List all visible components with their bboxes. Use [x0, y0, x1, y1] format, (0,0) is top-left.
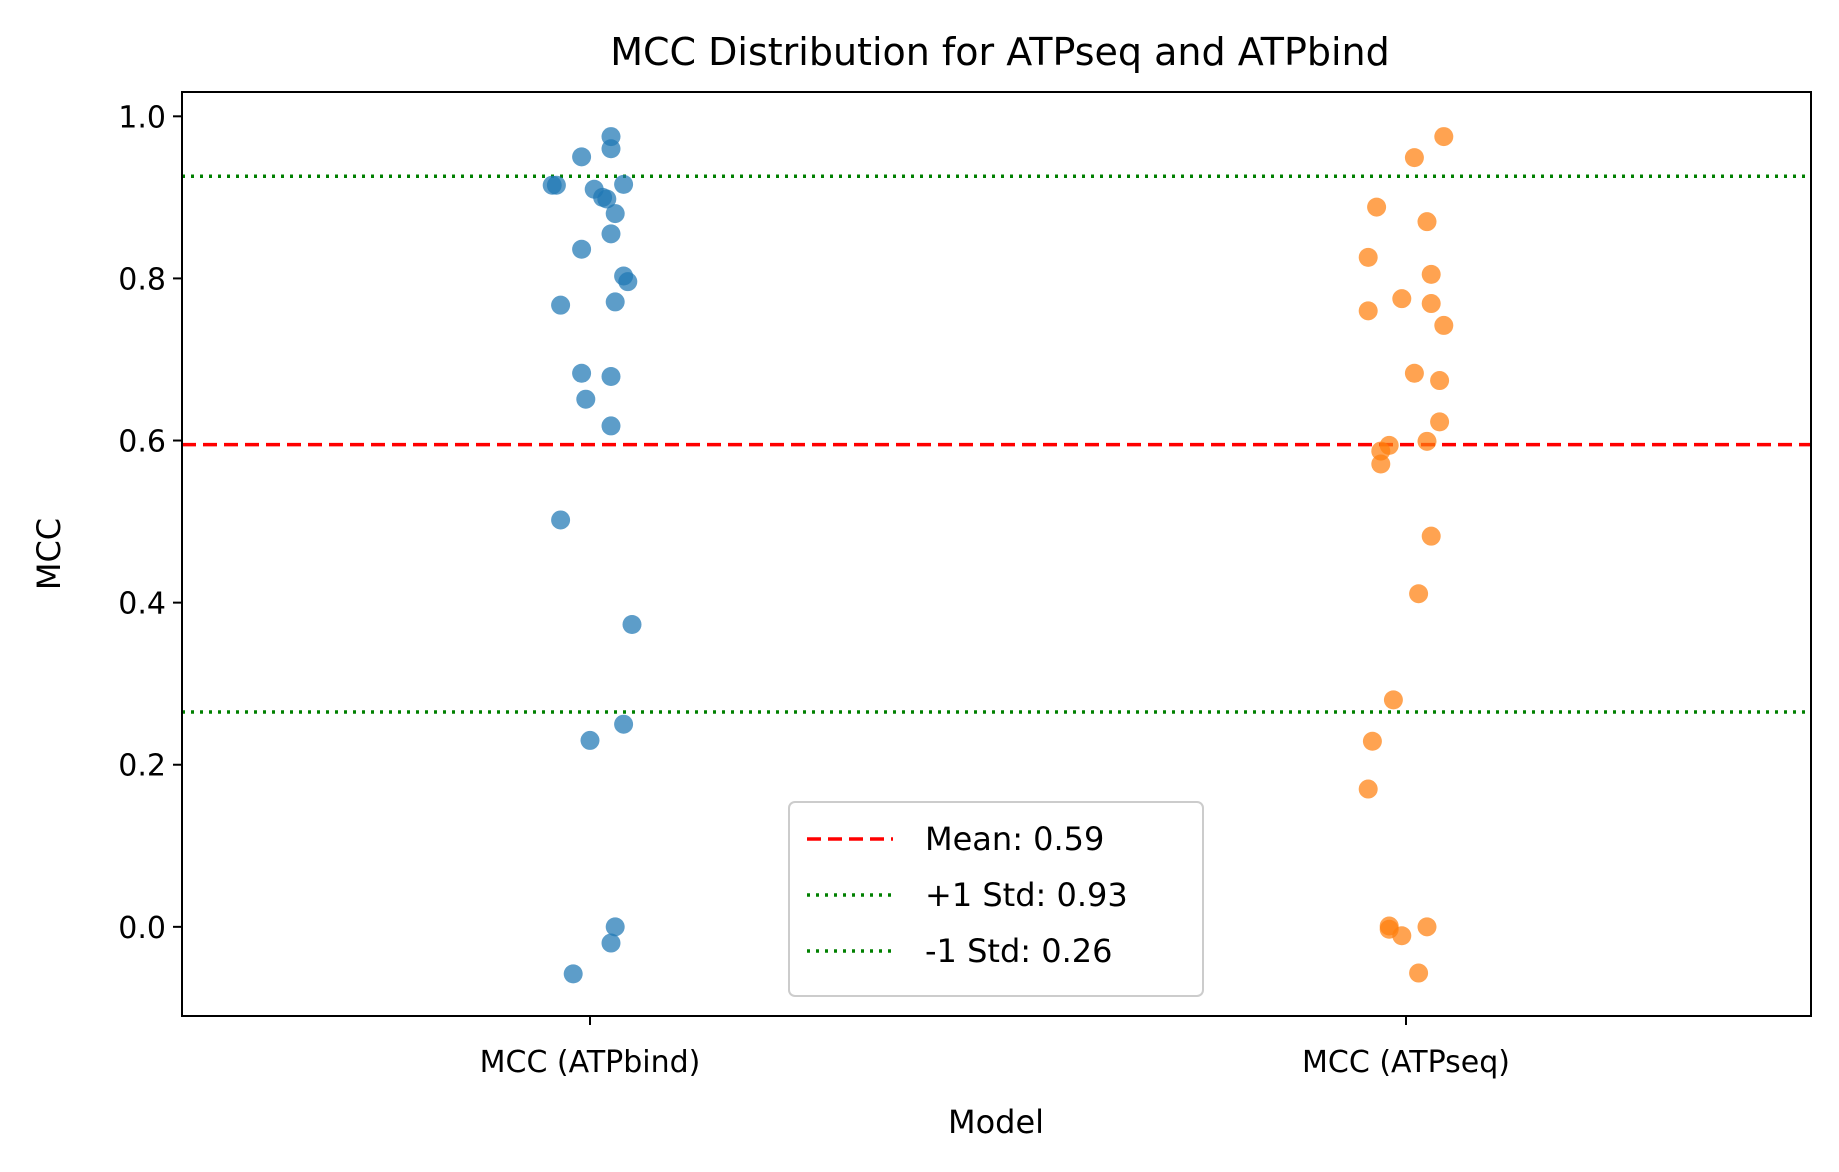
data-point [1409, 963, 1429, 983]
data-point [1383, 690, 1403, 710]
data-point [597, 189, 617, 209]
data-point [618, 272, 638, 292]
data-point [1409, 584, 1429, 604]
data-point [551, 510, 571, 530]
data-point [601, 933, 621, 953]
y-axis-label: MCC [30, 518, 68, 590]
data-point [605, 204, 625, 224]
y-tick-label: 0.6 [118, 425, 166, 460]
chart-title: MCC Distribution for ATPseq and ATPbind [610, 30, 1390, 74]
data-point [576, 389, 596, 409]
data-point [563, 964, 583, 984]
data-point [1358, 301, 1378, 321]
data-point [1430, 412, 1450, 432]
data-point [1430, 371, 1450, 391]
x-tick-label: MCC (ATPbind) [480, 1045, 701, 1080]
data-point [1421, 526, 1441, 546]
data-point [546, 175, 566, 195]
legend-label: -1 Std: 0.26 [925, 932, 1112, 970]
legend-box [788, 801, 1204, 997]
data-point [1392, 289, 1412, 309]
data-point [614, 714, 634, 734]
data-point [572, 363, 592, 383]
data-point [601, 416, 621, 436]
data-point [614, 174, 634, 194]
data-point [1434, 127, 1454, 147]
y-tick-label: 0.8 [118, 262, 166, 297]
y-axis-ticks: 0.0 0.2 0.4 0.6 0.8 1.0 [118, 100, 182, 946]
data-points [542, 127, 1454, 984]
y-tick-label: 1.0 [118, 100, 166, 135]
data-point [1421, 294, 1441, 314]
data-point [1404, 148, 1424, 168]
data-point [1358, 247, 1378, 267]
data-point [1404, 363, 1424, 383]
data-point [1371, 454, 1391, 474]
data-point [605, 292, 625, 312]
legend-label: +1 Std: 0.93 [925, 876, 1128, 914]
data-point [1434, 315, 1454, 335]
x-axis-label: Model [948, 1103, 1044, 1141]
data-point [1417, 917, 1437, 937]
y-tick-label: 0.0 [118, 911, 166, 946]
data-point [622, 615, 642, 635]
y-tick-label: 0.2 [118, 749, 166, 784]
data-point [551, 295, 571, 315]
data-point [572, 239, 592, 259]
y-tick-label: 0.4 [118, 587, 166, 622]
x-tick-label: MCC (ATPseq) [1302, 1045, 1510, 1080]
plot-frame [181, 91, 1812, 1017]
data-point [601, 224, 621, 244]
data-point [572, 147, 592, 167]
data-point [1367, 197, 1387, 217]
data-point [1358, 779, 1378, 799]
data-point [1362, 731, 1382, 751]
data-point [580, 730, 600, 750]
data-point [1417, 431, 1437, 451]
data-point [601, 366, 621, 386]
legend: Mean: 0.59 +1 Std: 0.93 -1 Std: 0.26 [788, 801, 1204, 997]
data-point [601, 139, 621, 159]
reference-lines [182, 174, 1811, 714]
data-point [1417, 212, 1437, 232]
data-point [1421, 264, 1441, 284]
data-point [605, 917, 625, 937]
legend-label: Mean: 0.59 [925, 820, 1104, 858]
x-axis-ticks: MCC (ATPbind) MCC (ATPseq) [480, 1016, 1510, 1080]
data-point [1392, 926, 1412, 946]
